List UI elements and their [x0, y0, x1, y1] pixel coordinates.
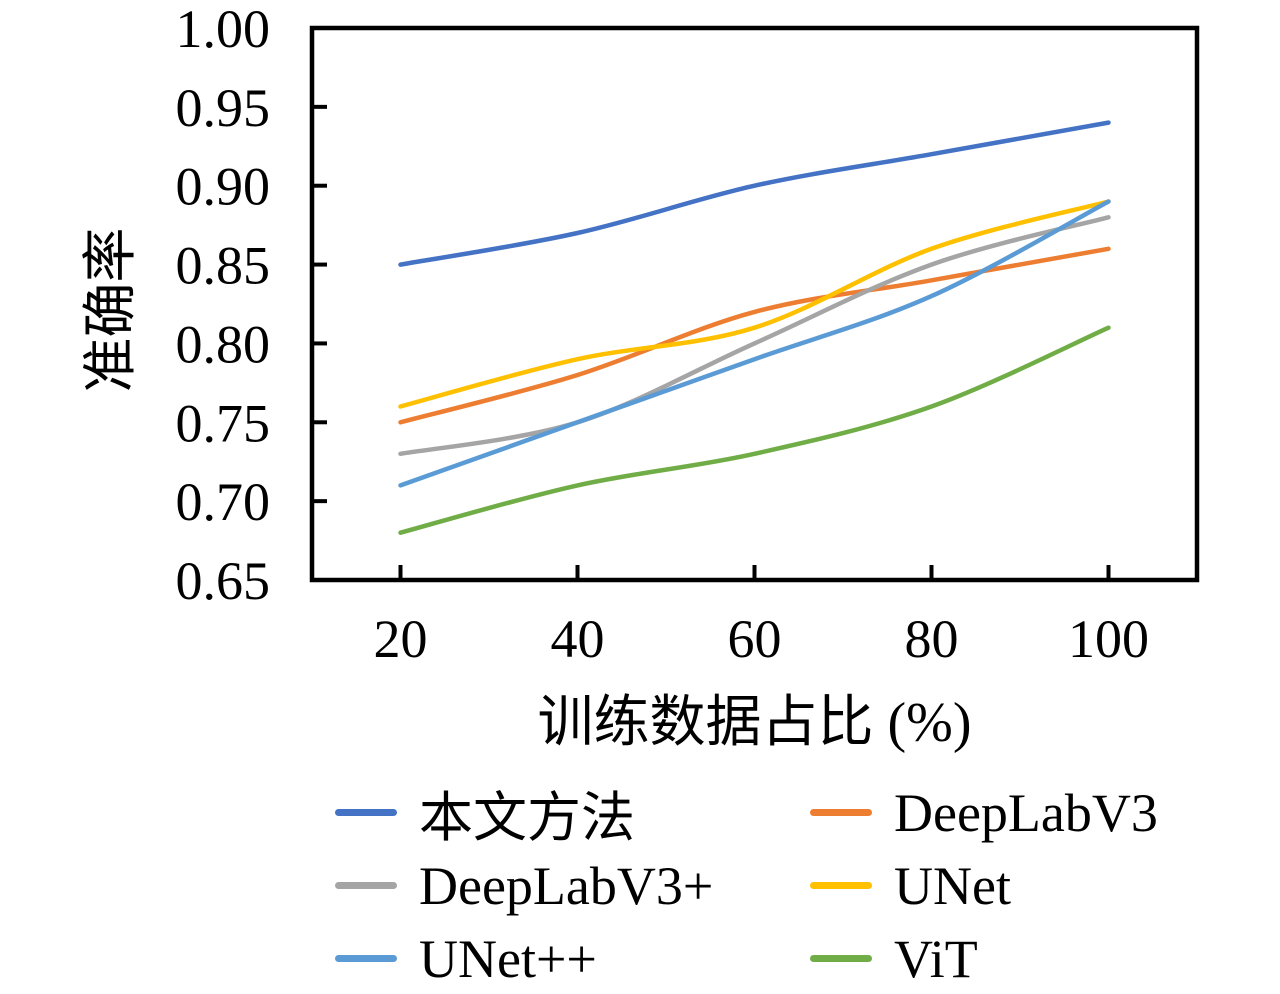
x-tick-label: 40	[551, 609, 605, 669]
series-line-2	[398, 215, 1111, 457]
x-axis-title: 训练数据占比 (%)	[537, 692, 972, 754]
legend-label-unetplusplus: UNet++	[419, 928, 597, 989]
legend-swatch-unetplusplus	[335, 955, 397, 962]
y-tick-label: 0.90	[176, 157, 271, 217]
x-tick-label: 60	[728, 609, 782, 669]
y-tick-label: 0.80	[176, 314, 271, 374]
y-tick-label: 0.95	[176, 78, 271, 138]
legend-label-unet: UNet	[894, 855, 1011, 916]
x-tick-label: 20	[374, 609, 428, 669]
legend-swatch-vit	[810, 955, 872, 962]
y-tick-label: 0.70	[176, 472, 271, 532]
legend-swatch-benwenfangfa	[335, 809, 397, 816]
legend-label-benwenfangfa: 本文方法	[419, 788, 635, 848]
y-axis-title: 准确率	[80, 227, 141, 393]
legend-swatch-unet	[810, 882, 872, 889]
legend-label-deeplabv3: DeepLabV3	[894, 782, 1158, 843]
legend-item-benwenfangfa: 本文方法	[335, 773, 810, 852]
series-line-5	[398, 325, 1111, 535]
plot-frame	[309, 25, 1200, 583]
y-tick-label: 0.85	[176, 236, 271, 296]
legend-item-deeplabv3: DeepLabV3	[810, 782, 1158, 844]
legend-label-vit: ViT	[894, 928, 978, 989]
series-line-0	[398, 120, 1111, 267]
y-tick-label: 1.00	[176, 0, 271, 59]
legend-label-deeplabv3plus: DeepLabV3+	[419, 855, 714, 916]
legend-item-deeplabv3plus: DeepLabV3+	[335, 855, 810, 917]
legend-swatch-deeplabv3plus	[335, 882, 397, 889]
series-line-4	[398, 199, 1111, 488]
series-line-1	[398, 246, 1111, 425]
legend: 本文方法 DeepLabV3 DeepLabV3+ UNet UNet++ Vi…	[335, 776, 1158, 994]
legend-item-unetplusplus: UNet++	[335, 928, 810, 990]
y-tick-label: 0.65	[176, 551, 271, 611]
legend-item-vit: ViT	[810, 928, 1158, 990]
y-tick-label: 0.75	[176, 393, 271, 453]
legend-item-unet: UNet	[810, 855, 1158, 917]
legend-swatch-deeplabv3	[810, 809, 872, 816]
series-line-3	[398, 199, 1111, 409]
x-tick-label: 80	[905, 609, 959, 669]
plot-area: 0.65 0.70 0.75 0.80 0.85 0.90 0.95 1.00 20 40 60 80…	[176, 0, 1200, 669]
x-tick-label: 100	[1068, 609, 1149, 669]
